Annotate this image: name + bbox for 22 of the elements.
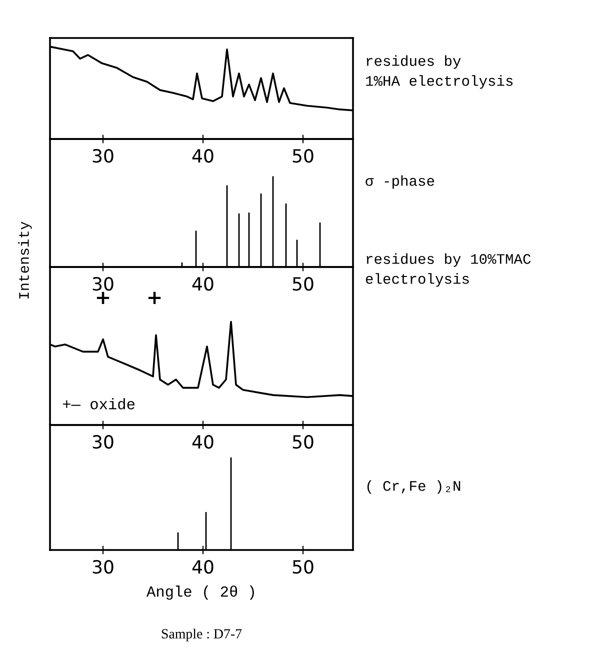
x-tick-label: 40 xyxy=(192,149,214,163)
text: Sample : D7-7 xyxy=(162,628,242,642)
x-tick-label: 40 xyxy=(192,435,214,449)
x-tick-label: 50 xyxy=(292,435,314,449)
x-tick-label: 50 xyxy=(292,277,314,291)
text: ( Cr,Fe )₂N xyxy=(367,480,460,494)
x-tick-label: 50 xyxy=(292,149,314,163)
x-tick-label: 50 xyxy=(292,560,314,574)
text: σ -phase xyxy=(366,175,434,189)
x-tick-label: 30 xyxy=(92,149,114,163)
x-axis-title: Angle ( 2θ ) xyxy=(146,586,254,600)
annotation: +— oxide xyxy=(62,398,134,410)
text: residues by 10%TMAC electrolysis xyxy=(366,253,531,287)
text: residues by 1%HA electrolysis xyxy=(366,55,513,89)
text: + xyxy=(96,292,110,304)
x-tick-label: 30 xyxy=(92,560,114,574)
text: + xyxy=(148,292,161,304)
y-axis-title: Intensity xyxy=(18,222,32,299)
x-tick-label: 40 xyxy=(192,560,214,574)
x-tick-label: 40 xyxy=(192,277,214,291)
x-tick-label: 30 xyxy=(92,435,114,449)
x-tick-label: 30 xyxy=(92,277,114,291)
